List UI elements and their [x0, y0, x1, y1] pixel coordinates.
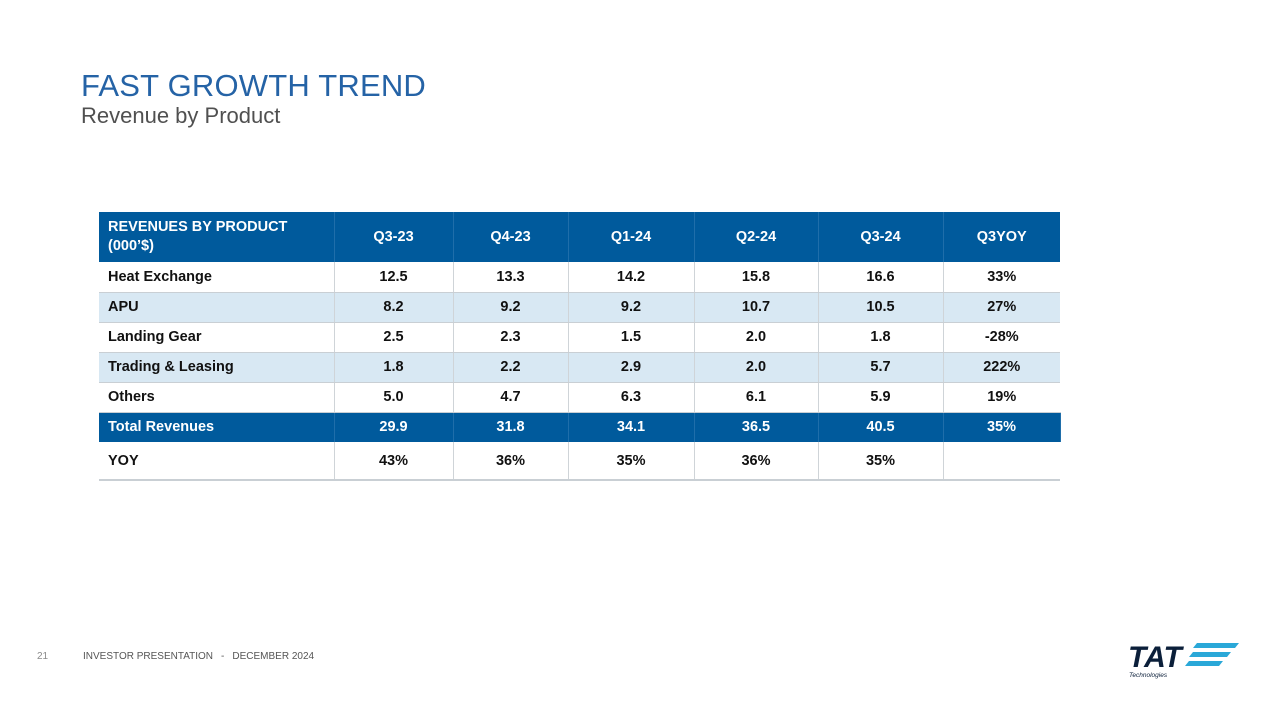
column-header: Q3-24 [818, 212, 944, 262]
footer-label: INVESTOR PRESENTATION - DECEMBER 2024 [83, 651, 314, 662]
table-cell: 10.7 [694, 292, 819, 323]
table-row: APU 8.2 9.2 9.2 10.7 10.5 27% [99, 292, 1060, 323]
table-cell: 10.5 [818, 292, 944, 323]
logo-stripe [1193, 643, 1239, 648]
revenue-table: REVENUES BY PRODUCT (000’$) Q3-23 Q4-23 … [99, 212, 1061, 481]
table-header-row: REVENUES BY PRODUCT (000’$) Q3-23 Q4-23 … [99, 212, 1060, 262]
column-header: Q4-23 [453, 212, 569, 262]
table-cell: 35% [943, 412, 1061, 442]
table-cell [943, 442, 1060, 481]
row-label: Landing Gear [99, 322, 335, 353]
table-cell: 2.0 [694, 322, 819, 353]
table-cell: 9.2 [568, 292, 695, 323]
header-label-line1: REVENUES BY PRODUCT [108, 219, 288, 235]
logo-stripe [1189, 652, 1231, 657]
row-label: APU [99, 292, 335, 323]
table-cell: 5.7 [818, 352, 944, 383]
table-cell: 36% [694, 442, 819, 481]
footer-date: DECEMBER 2024 [232, 651, 315, 662]
header-label-line2: (000’$) [108, 238, 154, 254]
table-cell: 36.5 [694, 412, 819, 442]
table-cell: 29.9 [334, 412, 454, 442]
table-cell: 27% [943, 292, 1060, 323]
table-cell: 31.8 [453, 412, 569, 442]
table-cell: 4.7 [453, 382, 569, 413]
tat-technologies-logo: TAT Technologies [1128, 641, 1239, 679]
table-cell: 33% [943, 262, 1060, 293]
table-cell: 1.8 [818, 322, 944, 353]
table-cell: 36% [453, 442, 569, 481]
total-revenues-row: Total Revenues 29.9 31.8 34.1 36.5 40.5 … [99, 412, 1061, 442]
row-label: Trading & Leasing [99, 352, 335, 383]
table-cell: 6.1 [694, 382, 819, 413]
row-label: YOY [99, 442, 335, 481]
table-cell: 2.2 [453, 352, 569, 383]
table-row: Others 5.0 4.7 6.3 6.1 5.9 19% [99, 382, 1060, 413]
table-cell: 16.6 [818, 262, 944, 293]
table-cell: 2.5 [334, 322, 454, 353]
table-cell: 15.8 [694, 262, 819, 293]
table-cell: 13.3 [453, 262, 569, 293]
table-cell: 34.1 [568, 412, 695, 442]
table-cell: 35% [818, 442, 944, 481]
table-cell: 2.9 [568, 352, 695, 383]
table-row: Heat Exchange 12.5 13.3 14.2 15.8 16.6 3… [99, 262, 1060, 293]
row-label: Total Revenues [99, 412, 335, 442]
logo-stripe [1185, 661, 1223, 666]
yoy-row: YOY 43% 36% 35% 36% 35% [99, 442, 1060, 481]
logo-tagline: Technologies [1129, 672, 1168, 679]
footer-presentation-label: INVESTOR PRESENTATION [83, 651, 214, 662]
table-cell: 1.5 [568, 322, 695, 353]
column-header: Q1-24 [568, 212, 695, 262]
column-header: Q3YOY [976, 229, 1027, 245]
table-cell: 222% [943, 352, 1060, 383]
table-row: Trading & Leasing 1.8 2.2 2.9 2.0 5.7 22… [99, 352, 1060, 383]
page-number: 21 [37, 651, 49, 662]
table-cell: 43% [334, 442, 454, 481]
table-row: Landing Gear 2.5 2.3 1.5 2.0 1.8 -28% [99, 322, 1060, 353]
logo-wordmark: TAT [1128, 641, 1185, 674]
table-cell: -28% [943, 322, 1060, 353]
table-cell: 19% [943, 382, 1060, 413]
column-header: Q2-24 [694, 212, 819, 262]
table-cell: 8.2 [334, 292, 454, 323]
slide-subtitle: Revenue by Product [81, 103, 281, 128]
table-cell: 6.3 [568, 382, 695, 413]
row-label: Heat Exchange [99, 262, 335, 293]
table-cell: 14.2 [568, 262, 695, 293]
table-cell: 1.8 [334, 352, 454, 383]
table-cell: 5.9 [818, 382, 944, 413]
table-cell: 9.2 [453, 292, 569, 323]
table-cell: 5.0 [334, 382, 454, 413]
table-header-label: REVENUES BY PRODUCT (000’$) [99, 212, 335, 262]
table-cell: 12.5 [334, 262, 454, 293]
row-label: Others [99, 382, 335, 413]
table-cell: 35% [568, 442, 695, 481]
table-cell: 2.0 [694, 352, 819, 383]
slide-title: FAST GROWTH TREND [81, 68, 426, 103]
column-header: Q3-23 [334, 212, 454, 262]
table-cell: 40.5 [818, 412, 944, 442]
footer-separator: - [221, 651, 225, 662]
table-cell: 2.3 [453, 322, 569, 353]
